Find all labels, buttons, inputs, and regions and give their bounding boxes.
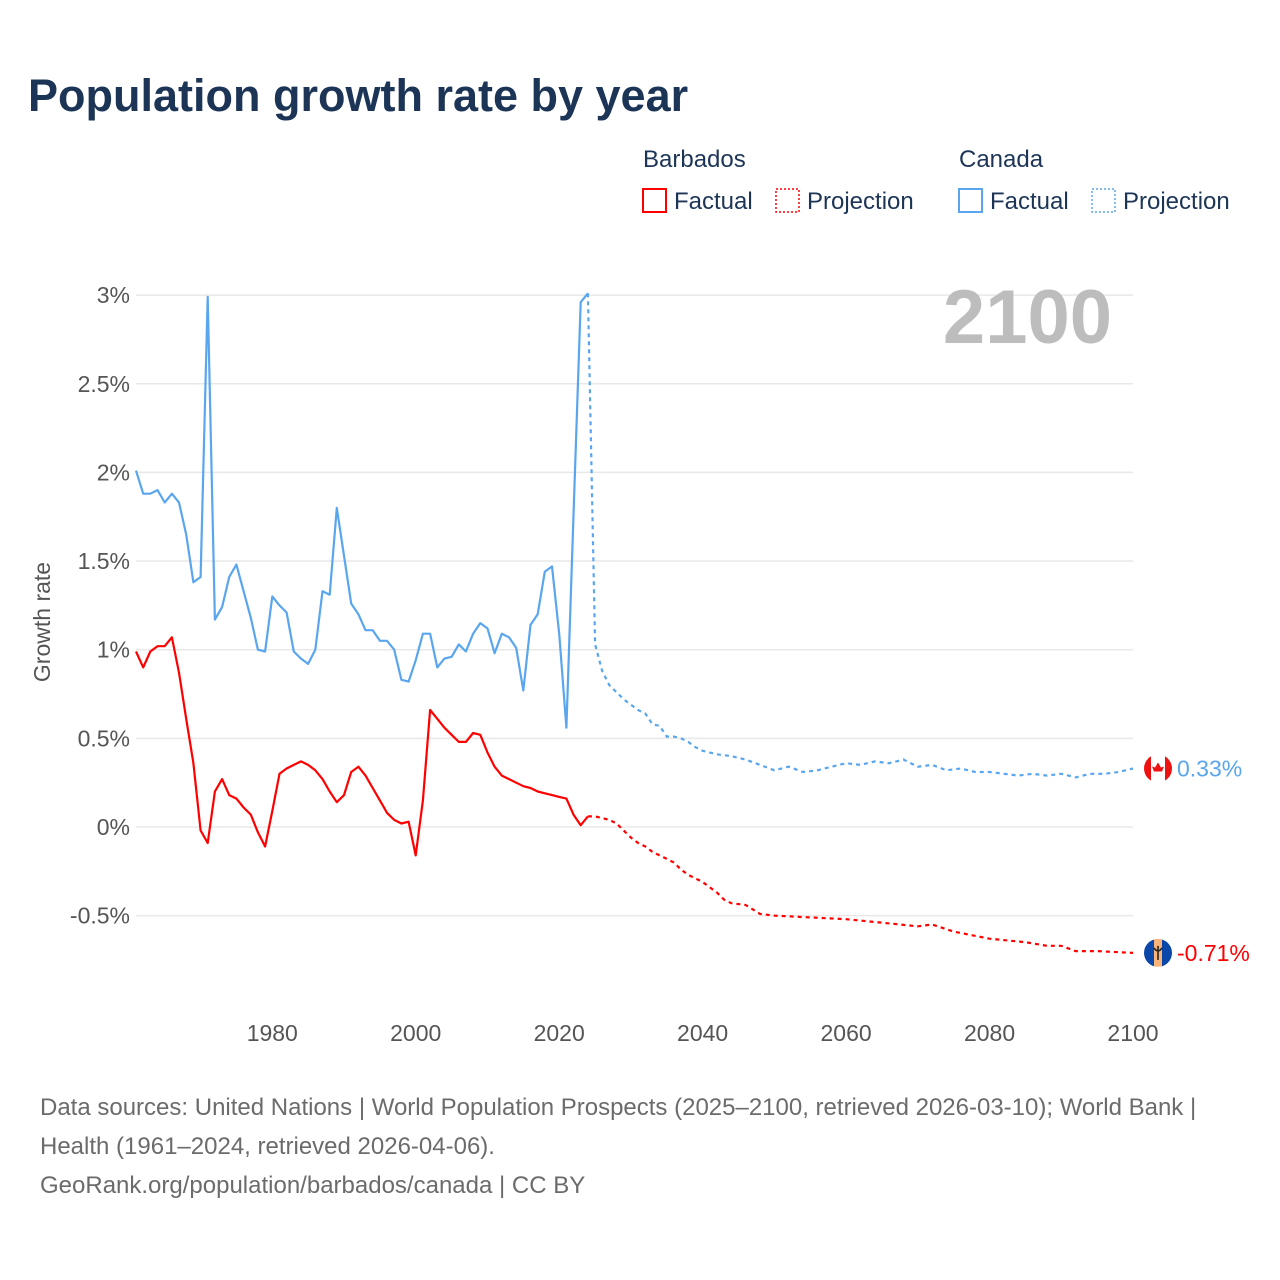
series-barbados-factual [134, 636, 589, 857]
x-tick-label: 2020 [534, 1020, 585, 1046]
legend-projection-swatch[interactable] [775, 188, 800, 213]
y-tick-label: 2% [97, 459, 130, 485]
credit-link[interactable]: GeoRank.org/population/barbados/canada |… [40, 1172, 586, 1199]
y-axis-label: Growth rate [29, 562, 55, 682]
legend-factual-swatch[interactable] [642, 188, 667, 213]
y-tick-label: 1% [97, 637, 130, 663]
chart-title: Population growth rate by year [28, 70, 689, 121]
legend-factual-swatch[interactable] [958, 188, 983, 213]
canada-end-label: 0.33% [1177, 755, 1242, 781]
y-tick-label: 3% [97, 282, 130, 308]
legend-projection-label[interactable]: Projection [807, 188, 914, 215]
x-tick-label: 2080 [964, 1020, 1015, 1046]
series-canada-projection [586, 293, 1134, 779]
barbados-flag-icon [1144, 938, 1172, 967]
legend-group-canada: Canada [959, 146, 1044, 173]
footer: Data sources: United Nations | World Pop… [40, 1088, 1240, 1205]
x-tick-label: 1980 [247, 1020, 298, 1046]
series-barbados-projection [587, 815, 1134, 954]
y-tick-label: 0% [97, 814, 130, 840]
x-tick-label: 2040 [677, 1020, 728, 1046]
legend-group-barbados: Barbados [643, 146, 746, 173]
series-canada-factual [134, 292, 589, 729]
legend-projection-label[interactable]: Projection [1123, 188, 1230, 215]
canada-flag-icon [1144, 754, 1172, 783]
y-tick-label: 1.5% [78, 548, 130, 574]
year-watermark: 2100 [943, 275, 1112, 360]
x-tick-label: 2000 [390, 1020, 441, 1046]
legend-factual-label[interactable]: Factual [990, 188, 1069, 215]
legend-projection-swatch[interactable] [1091, 188, 1116, 213]
y-tick-label: -0.5% [70, 903, 130, 929]
y-tick-label: 0.5% [78, 725, 130, 751]
chart: 3% 2.5% 2% 1.5% 1% 0.5% 0% -0.5% 1980 2000 2020 204… [29, 146, 1250, 1046]
data-sources: Data sources: United Nations | World Pop… [40, 1094, 1197, 1160]
barbados-end-label: -0.71% [1177, 940, 1250, 966]
legend-factual-label[interactable]: Factual [674, 188, 753, 215]
y-tick-label: 2.5% [78, 371, 130, 397]
x-tick-label: 2060 [821, 1020, 872, 1046]
x-tick-label: 2100 [1107, 1020, 1158, 1046]
